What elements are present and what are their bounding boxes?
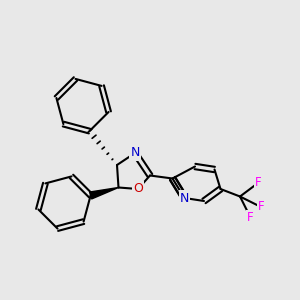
Text: F: F bbox=[247, 211, 254, 224]
Polygon shape bbox=[90, 188, 119, 199]
Text: N: N bbox=[130, 146, 140, 160]
Text: F: F bbox=[258, 200, 264, 214]
Text: F: F bbox=[255, 176, 261, 190]
Text: N: N bbox=[180, 191, 189, 205]
Text: O: O bbox=[133, 182, 143, 196]
